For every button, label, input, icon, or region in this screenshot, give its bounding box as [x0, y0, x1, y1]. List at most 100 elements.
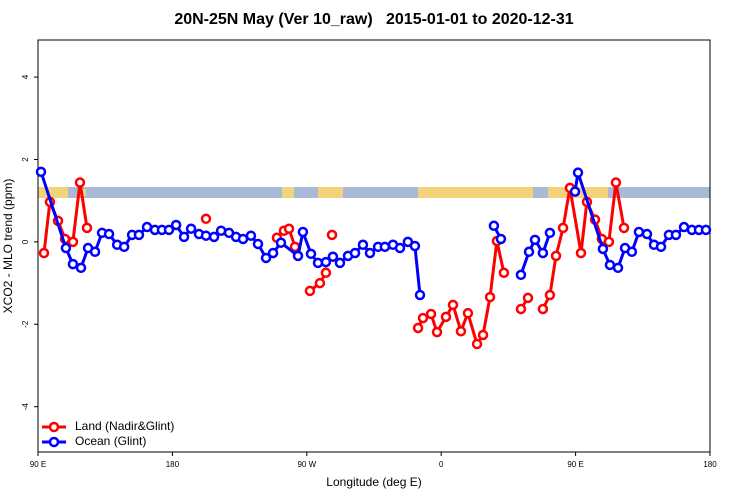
x-tick-label: 90 E [567, 460, 583, 469]
point [537, 303, 549, 315]
point [477, 329, 489, 341]
legend-marker [48, 421, 60, 433]
point [414, 289, 426, 301]
point [610, 177, 622, 188]
point [267, 247, 279, 259]
point [305, 248, 317, 260]
point [170, 219, 182, 231]
point [515, 303, 527, 315]
point [550, 250, 562, 262]
x-axis-label: Longitude (deg E) [326, 475, 421, 489]
point [103, 228, 115, 240]
point [498, 267, 510, 279]
point [208, 231, 220, 243]
x-tick-label: 90 W [297, 460, 316, 469]
point [283, 223, 295, 234]
point [670, 229, 682, 241]
point [484, 291, 496, 303]
point [260, 252, 272, 264]
land-patch [282, 187, 294, 198]
point [379, 241, 391, 253]
point [357, 239, 369, 251]
point [326, 229, 338, 241]
point [118, 241, 130, 253]
point [394, 242, 406, 254]
x-tick-label: 0 [439, 460, 444, 469]
point [364, 247, 376, 259]
legend-label: Land (Nadir&Glint) [75, 419, 174, 433]
land-patch [418, 187, 533, 198]
legend-marker [48, 436, 60, 448]
point [245, 230, 257, 241]
point [327, 251, 339, 262]
point [471, 338, 483, 350]
point [572, 167, 584, 178]
y-tick-label: 0 [21, 239, 30, 244]
y-axis-label: XCO2 - MLO trend (ppm) [1, 179, 15, 314]
point [425, 308, 437, 320]
point [314, 277, 326, 289]
point [523, 246, 535, 258]
point [633, 226, 645, 238]
point [292, 250, 304, 262]
point [522, 292, 534, 304]
point [447, 299, 459, 311]
point [618, 222, 630, 234]
point [320, 267, 332, 279]
land-patch [38, 187, 68, 198]
y-tick-label: 2 [21, 157, 30, 162]
point [557, 222, 569, 234]
point [320, 256, 332, 268]
point [537, 247, 549, 259]
x-tick-label: 90 E [30, 460, 46, 469]
point [178, 231, 190, 243]
point [304, 285, 316, 297]
point [275, 237, 287, 248]
point [431, 326, 443, 338]
point [75, 262, 87, 274]
point [575, 247, 587, 259]
point [67, 258, 79, 270]
point [700, 224, 712, 236]
point [495, 233, 507, 245]
point [252, 238, 264, 250]
point [597, 243, 609, 255]
point [641, 228, 653, 240]
point [515, 269, 527, 281]
point [488, 220, 500, 232]
point [297, 226, 309, 238]
point [35, 166, 47, 178]
legend-label: Ocean (Glint) [75, 434, 146, 448]
point [455, 326, 467, 337]
point [409, 240, 421, 252]
y-tick-label: -2 [21, 320, 30, 328]
point [74, 177, 86, 188]
x-tick-label: 180 [166, 460, 180, 469]
y-tick-label: -4 [21, 403, 30, 411]
chart-title: 20N-25N May (Ver 10_raw) 2015-01-01 to 2… [174, 11, 573, 28]
point [200, 213, 212, 225]
point [612, 262, 624, 274]
point [529, 234, 541, 246]
point [349, 247, 361, 259]
point [163, 224, 175, 236]
point [334, 257, 346, 269]
point [544, 289, 556, 301]
point [200, 230, 212, 241]
point [603, 236, 615, 248]
point [417, 312, 429, 324]
point [60, 242, 72, 254]
point [38, 247, 50, 259]
point [655, 241, 667, 253]
point [133, 229, 145, 241]
point [440, 311, 452, 323]
ocean-strip [38, 187, 710, 198]
y-tick-label: 4 [21, 74, 30, 79]
point [89, 246, 101, 258]
plot-frame [37, 39, 711, 453]
point [544, 227, 556, 239]
point [412, 322, 424, 334]
point [67, 236, 79, 248]
point [462, 307, 474, 319]
